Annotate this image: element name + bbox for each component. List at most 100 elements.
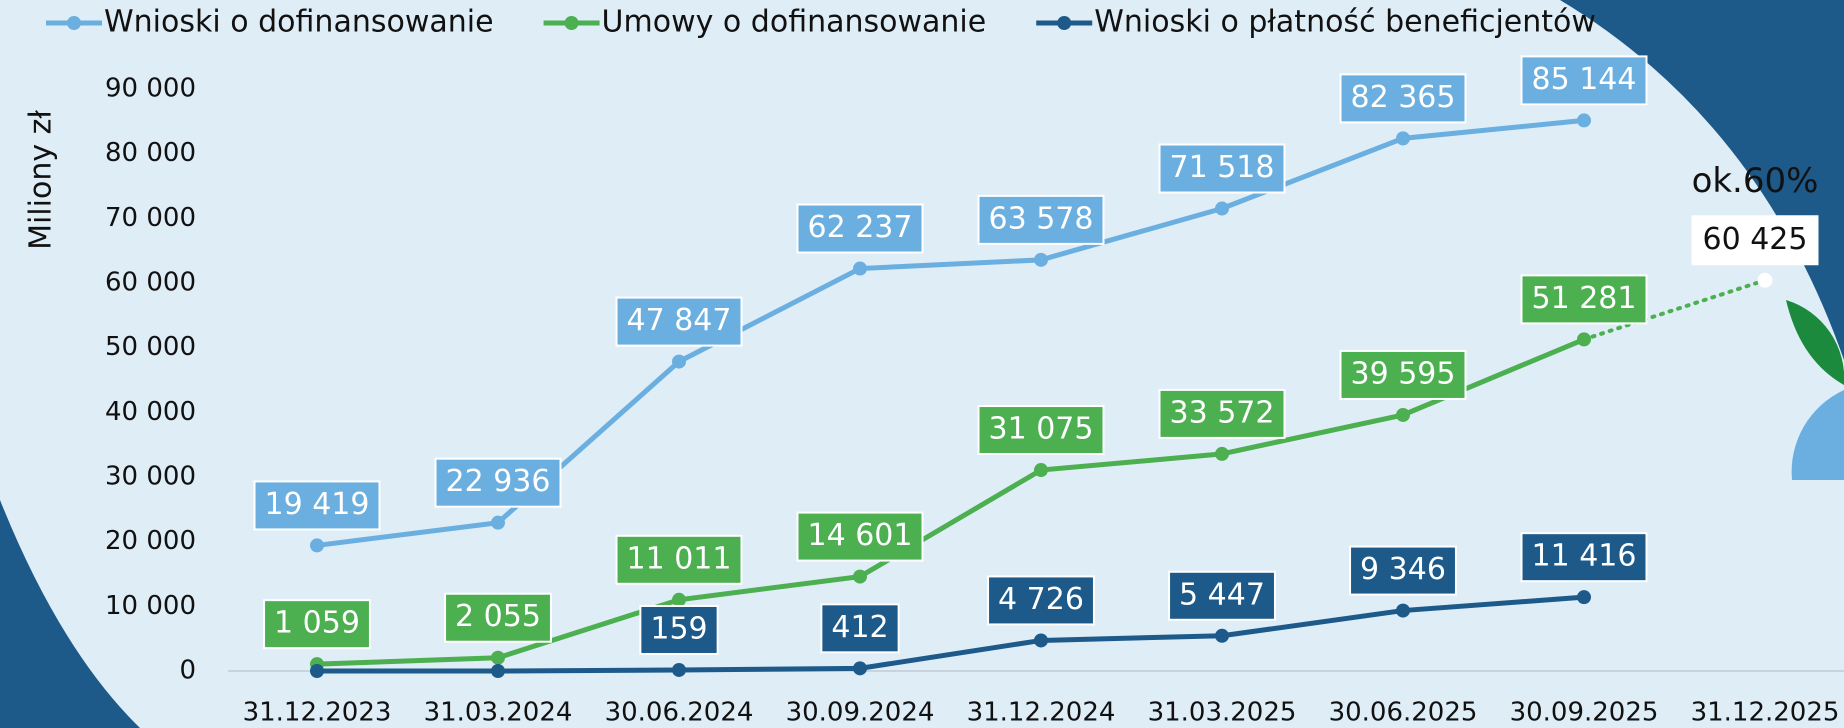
series-line [317,594,1585,674]
series-line [316,337,1585,667]
y-tick-label: 40 000 [105,397,196,427]
data-point [853,261,867,276]
data-point [672,354,686,369]
data-label-box [434,457,562,508]
data-label-box [1158,388,1286,439]
data-point [1215,201,1229,216]
data-point [491,664,505,678]
projection-point [1757,272,1773,288]
data-point [1034,252,1048,267]
data-point [853,569,867,584]
annotation: ok.60% [1692,161,1819,201]
data-point [1396,603,1410,618]
data-label-box [444,592,552,643]
data-label-box [977,194,1105,245]
data-label: 11 416 [1532,539,1637,574]
data-point [1577,590,1591,605]
data-point [672,662,686,677]
data-label: 62 237 [808,210,913,245]
data-label-box [253,480,381,531]
data-label: 11 011 [627,541,732,576]
data-label: 85 144 [1532,62,1637,97]
data-label-box [1520,55,1648,106]
data-label: 71 518 [1170,150,1275,185]
data-label-box [1339,73,1467,124]
data-label: 22 936 [446,464,551,499]
x-tick-label: 30.09.2024 [786,698,935,728]
data-label-box [796,511,924,562]
legend-marker [1057,16,1072,30]
x-tick-label: 30.06.2025 [1329,698,1478,728]
data-label: 39 595 [1351,356,1456,391]
data-label: 63 578 [989,201,1094,236]
y-tick-label: 70 000 [105,203,196,233]
y-tick-label: 50 000 [105,332,196,362]
x-tick-label: 31.12.2023 [243,698,392,728]
data-point [1034,463,1048,478]
data-point [1577,113,1591,128]
legend-marker [564,16,579,30]
data-point [672,592,686,607]
data-point [1215,446,1229,461]
y-tick-label: 20 000 [105,526,196,556]
data-label-box [796,203,924,254]
data-label-box [977,405,1105,456]
data-label: 5 447 [1179,577,1265,612]
data-point [853,661,867,676]
x-tick-label: 30.06.2024 [605,698,754,728]
y-tick-label: 60 000 [105,268,196,298]
data-label-box [1158,143,1286,194]
pie-decoration [1786,300,1844,385]
data-point [491,515,505,530]
legend-label: Wnioski o dofinansowanie [104,5,494,40]
data-label-box [1339,349,1467,400]
data-label-box [1168,570,1276,621]
data-point [1577,332,1591,347]
data-label: 33 572 [1170,395,1275,430]
data-point [1215,628,1229,643]
data-label-box [263,599,371,650]
data-label-box [1520,274,1648,325]
data-point [310,538,324,553]
projection-label-box [1691,215,1819,266]
data-point [1034,633,1048,648]
corner-decoration [1560,0,1844,360]
data-point [310,664,324,678]
legend-label: Umowy o dofinansowanie [602,5,987,40]
x-tick-label: 31.12.2024 [967,698,1116,728]
x-tick-label: 30.09.2025 [1510,698,1659,728]
data-label-box [820,603,900,654]
data-point [491,650,505,665]
data-label: 1 059 [274,606,360,641]
x-tick-label: 31.12.2025 [1691,698,1840,728]
y-tick-label: 10 000 [105,591,196,621]
x-tick-label: 31.03.2025 [1148,698,1297,728]
data-label-box [1349,545,1457,596]
data-label-box [987,575,1095,626]
data-label: 9 346 [1360,552,1446,587]
data-label: 19 419 [265,487,370,522]
data-label: 31 075 [989,412,1094,447]
pie-decoration [1791,390,1844,480]
data-label: 4 726 [998,582,1084,617]
data-label-box [1520,532,1648,583]
projection-label: 60 425 [1703,222,1808,257]
y-tick-label: 0 [179,656,196,686]
y-tick-label: 90 000 [105,74,196,104]
data-point [1396,407,1410,422]
data-label-box [615,296,743,347]
legend-label: Wnioski o płatność beneficjentów [1094,5,1596,40]
y-tick-label: 30 000 [105,462,196,492]
data-label-box [615,534,743,585]
data-label: 412 [831,610,888,645]
data-label: 47 847 [627,303,732,338]
data-label-box [639,604,719,655]
data-label: 51 281 [1532,281,1637,316]
data-label: 2 055 [455,599,541,634]
data-label: 14 601 [808,518,913,553]
y-tick-label: 80 000 [105,138,196,168]
data-label: 159 [650,611,707,646]
data-label: 82 365 [1351,80,1456,115]
x-tick-label: 31.03.2024 [424,698,573,728]
